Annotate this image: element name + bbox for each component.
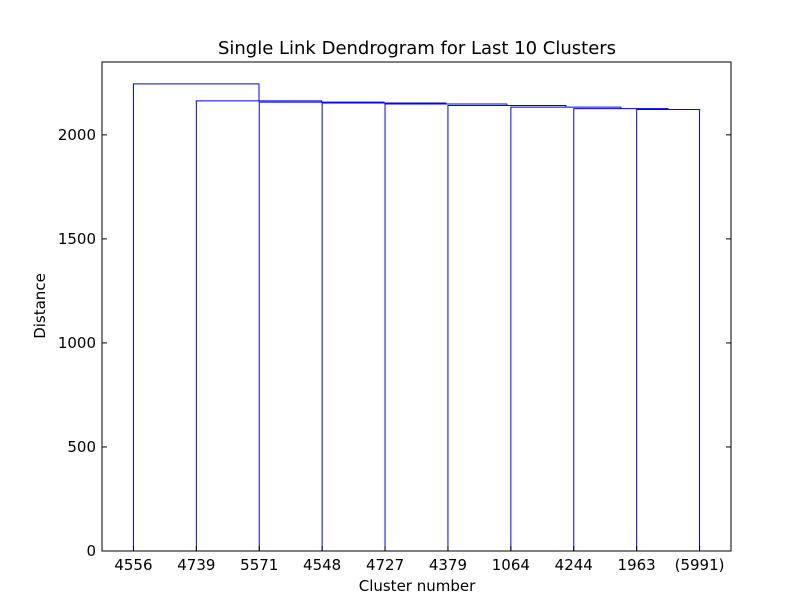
x-axis-label: Cluster number <box>359 577 476 595</box>
y-axis-label: Distance <box>31 273 49 339</box>
dendrogram-link <box>321 102 447 551</box>
x-tick-label: 4727 <box>366 556 404 574</box>
dendrogram-link <box>510 106 622 551</box>
dendrogram-link <box>384 103 508 551</box>
x-axis-ticks: 4556 4739 5571 4548 4727 4379 1064 4244 1963 (599… <box>114 546 724 574</box>
y-tick-label: 2000 <box>58 126 96 144</box>
x-tick-label: 4244 <box>555 556 593 574</box>
x-tick-label: 1963 <box>618 556 656 574</box>
dendrogram-link <box>573 108 669 551</box>
x-tick-label: 5571 <box>240 556 278 574</box>
y-tick-label: 1500 <box>58 230 96 248</box>
x-tick-label: 4556 <box>114 556 152 574</box>
x-tick-label: 4548 <box>303 556 341 574</box>
y-axis-ticks: 0 500 1000 1500 2000 <box>58 126 731 560</box>
x-tick-label: 4379 <box>429 556 467 574</box>
x-tick-label: 4739 <box>177 556 215 574</box>
x-tick-label: 1064 <box>492 556 530 574</box>
y-tick-label: 500 <box>67 438 96 456</box>
chart-title: Single Link Dendrogram for Last 10 Clust… <box>218 38 616 59</box>
y-tick-label: 0 <box>86 542 96 560</box>
dendrogram-links <box>132 83 701 551</box>
plot-frame <box>101 61 732 552</box>
dendrogram-link <box>447 104 567 551</box>
dendrogram-link <box>636 108 701 551</box>
x-tick-label: (5991) <box>675 556 725 574</box>
y-tick-label: 1000 <box>58 334 96 352</box>
dendrogram-link <box>132 83 260 551</box>
